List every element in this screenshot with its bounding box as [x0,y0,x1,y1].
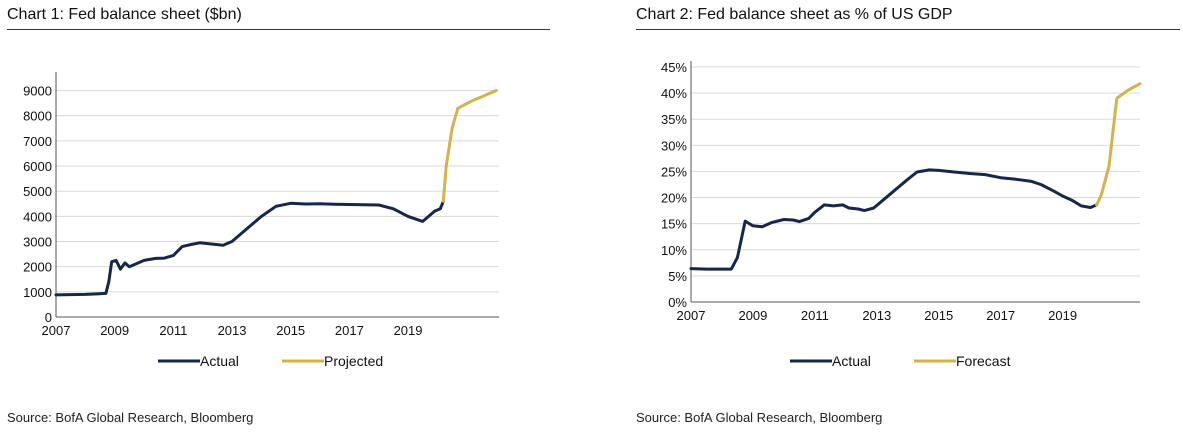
series-line-actual [689,168,1099,271]
series-line-projected [441,89,498,203]
chart-2-source: Source: BofA Global Research, Bloomberg [636,410,883,425]
y-tick-label: 1000 [23,285,52,300]
x-tick-label: 2015 [924,308,953,323]
y-tick-label: 0% [668,295,687,310]
x-tick-label: 2019 [1048,308,1077,323]
y-tick-label: 25% [661,164,687,179]
y-tick-label: 45% [661,60,687,75]
chart-1-title-rule [7,29,550,30]
series-line-actual [54,199,445,297]
legend-label-actual: Actual [200,353,239,369]
x-tick-label: 2009 [738,308,767,323]
x-tick-label: 2007 [42,323,71,338]
series-line-forecast [1095,82,1142,207]
y-tick-label: 8000 [23,109,52,124]
y-tick-label: 5% [668,269,687,284]
y-tick-label: 9000 [23,84,52,99]
y-tick-label: 10% [661,243,687,258]
y-tick-label: 6000 [23,159,52,174]
x-tick-label: 2009 [100,323,129,338]
x-tick-label: 2019 [394,323,423,338]
y-tick-label: 35% [661,112,687,127]
y-tick-label: 15% [661,217,687,232]
x-tick-label: 2011 [159,323,187,338]
chart-1-source: Source: BofA Global Research, Bloomberg [7,410,254,425]
y-tick-label: 4000 [23,209,52,224]
legend-label-forecast: Forecast [956,353,1011,369]
y-tick-label: 40% [661,86,687,101]
chart-1-title: Chart 1: Fed balance sheet ($bn) [7,6,242,23]
legend-label-actual: Actual [832,353,871,369]
y-tick-label: 3000 [23,235,52,250]
x-tick-label: 2011 [801,308,829,323]
chart-1-plot: 0 1000 2000 3000 4000 5000 6000 7000 8000 9000 200… [23,72,499,369]
x-tick-label: 2017 [335,323,364,338]
y-tick-label: 20% [661,191,687,206]
y-tick-label: 2000 [23,260,52,275]
y-tick-label: 0 [45,310,52,325]
x-tick-label: 2013 [218,323,247,338]
x-tick-label: 2013 [862,308,891,323]
x-tick-label: 2017 [986,308,1015,323]
y-tick-label: 5000 [23,184,52,199]
chart-2-title: Chart 2: Fed balance sheet as % of US GD… [636,6,953,23]
x-tick-label: 2015 [276,323,305,338]
chart-2-title-rule [636,29,1180,30]
chart-2-plot: 0% 5% 10% 15% 20% 25% 30% 35% 40% 45% 2007 2009 2011… [661,60,1142,369]
x-tick-label: 2007 [677,308,706,323]
y-tick-label: 7000 [23,134,52,149]
legend-label-projected: Projected [324,353,383,369]
y-tick-label: 30% [661,138,687,153]
